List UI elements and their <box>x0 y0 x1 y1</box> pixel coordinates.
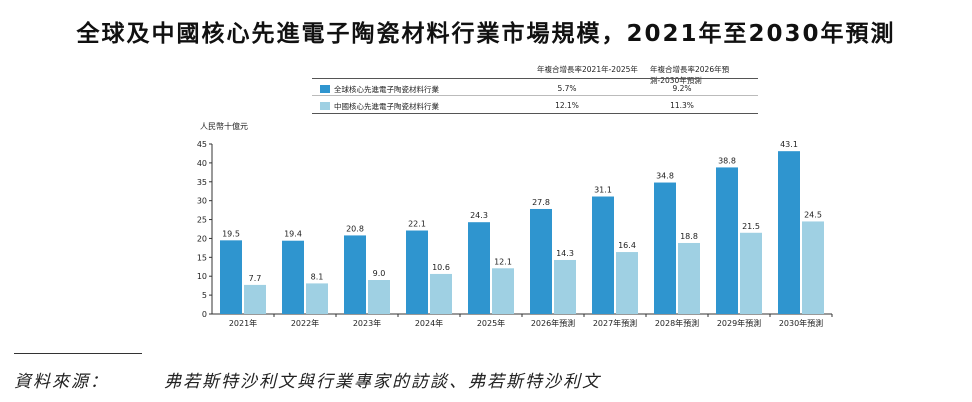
data-label-global: 34.8 <box>656 172 674 181</box>
x-tick-label: 2026年預測 <box>531 318 575 328</box>
data-label-china: 24.5 <box>804 210 822 219</box>
y-tick-label: 5 <box>202 291 207 300</box>
bar-china <box>306 283 328 314</box>
y-tick-label: 40 <box>197 159 207 168</box>
legend-mid-rule <box>312 95 758 96</box>
data-label-global: 38.8 <box>718 156 736 165</box>
bar-global <box>530 208 552 314</box>
y-tick-label: 25 <box>197 216 207 225</box>
data-label-global: 19.5 <box>222 229 240 238</box>
y-tick-label: 45 <box>197 140 207 149</box>
legend-bottom-rule <box>312 113 758 114</box>
legend-cagr2-global: 9.2% <box>672 84 692 93</box>
legend-header-cagr-2021-2025: 年複合增長率2021年-2025年 <box>537 65 638 74</box>
bar-global <box>716 167 738 314</box>
source-note: 資料來源： 弗若斯特沙利文與行業專家的訪談、弗若斯特沙利文 <box>14 367 601 392</box>
bar-china <box>616 252 638 314</box>
y-tick-label: 10 <box>197 272 207 281</box>
legend-label-global: 全球核心先進電子陶瓷材料行業 <box>334 85 439 94</box>
source-rule <box>14 353 142 354</box>
bar-global <box>592 196 614 314</box>
data-label-china: 16.4 <box>618 241 636 250</box>
data-label-china: 9.0 <box>373 269 386 278</box>
y-tick-label: 15 <box>197 253 207 262</box>
bar-global <box>654 182 676 314</box>
y-tick-label: 30 <box>197 197 207 206</box>
x-tick-label: 2023年 <box>353 318 381 328</box>
y-tick-label: 20 <box>197 234 207 243</box>
x-tick-label: 2029年預測 <box>717 318 761 328</box>
legend-header-cagr-2026-2030: 年複合增長率2026年預測-2030年預測 <box>650 65 730 85</box>
data-label-china: 18.8 <box>680 232 698 241</box>
bar-china <box>430 273 452 314</box>
bar-china <box>368 280 390 314</box>
legend-swatch-global <box>320 85 330 93</box>
x-tick-label: 2022年 <box>291 318 319 328</box>
x-tick-label: 2024年 <box>415 318 443 328</box>
x-tick-label: 2025年 <box>477 318 505 328</box>
legend-cagr1-global: 5.7% <box>557 84 577 93</box>
bar-global <box>468 222 490 314</box>
legend-cagr1-china: 12.1% <box>555 101 579 110</box>
y-tick-label: 35 <box>197 178 207 187</box>
legend-swatch-china <box>320 102 330 110</box>
data-label-global: 24.3 <box>470 211 488 220</box>
bar-global <box>282 240 304 314</box>
data-label-global: 19.4 <box>284 230 302 239</box>
data-label-china: 12.1 <box>494 257 512 266</box>
legend-label-china: 中國核心先進電子陶瓷材料行業 <box>334 102 439 111</box>
legend-cagr2-china: 11.3% <box>670 101 694 110</box>
bar-china <box>802 221 824 314</box>
data-label-global: 43.1 <box>780 140 798 149</box>
x-tick-label: 2027年預測 <box>593 318 637 328</box>
bar-china <box>740 232 762 314</box>
bar-china <box>244 284 266 314</box>
data-label-global: 31.1 <box>594 186 612 195</box>
data-label-china: 8.1 <box>311 272 324 281</box>
legend-row-global: 全球核心先進電子陶瓷材料行業 5.7% 9.2% <box>312 83 758 97</box>
data-label-china: 21.5 <box>742 222 760 231</box>
bar-china <box>678 242 700 314</box>
bar-global <box>406 230 428 314</box>
legend-top-rule <box>312 78 758 79</box>
bar-global <box>220 240 242 314</box>
bar-global <box>778 151 800 314</box>
bar-china <box>554 259 576 314</box>
data-label-global: 27.8 <box>532 198 550 207</box>
y-axis-unit-label: 人民幣十億元 <box>200 122 248 131</box>
bar-china <box>492 268 514 314</box>
x-tick-label: 2030年預測 <box>779 318 823 328</box>
y-tick-label: 0 <box>202 310 207 319</box>
data-label-china: 10.6 <box>432 263 450 272</box>
x-tick-label: 2021年 <box>229 318 257 328</box>
bar-global <box>344 235 366 314</box>
data-label-global: 20.8 <box>346 224 364 233</box>
legend-row-china: 中國核心先進電子陶瓷材料行業 12.1% 11.3% <box>312 100 758 114</box>
chart-title: 全球及中國核心先進電子陶瓷材料行業市場規模，2021年至2030年預測 <box>76 21 896 47</box>
data-label-china: 14.3 <box>556 249 574 258</box>
data-label-global: 22.1 <box>408 220 426 229</box>
data-label-china: 7.7 <box>249 274 262 283</box>
x-tick-label: 2028年預測 <box>655 318 699 328</box>
source-label: 資料來源： <box>14 372 109 392</box>
source-text: 弗若斯特沙利文與行業專家的訪談、弗若斯特沙利文 <box>164 372 601 392</box>
